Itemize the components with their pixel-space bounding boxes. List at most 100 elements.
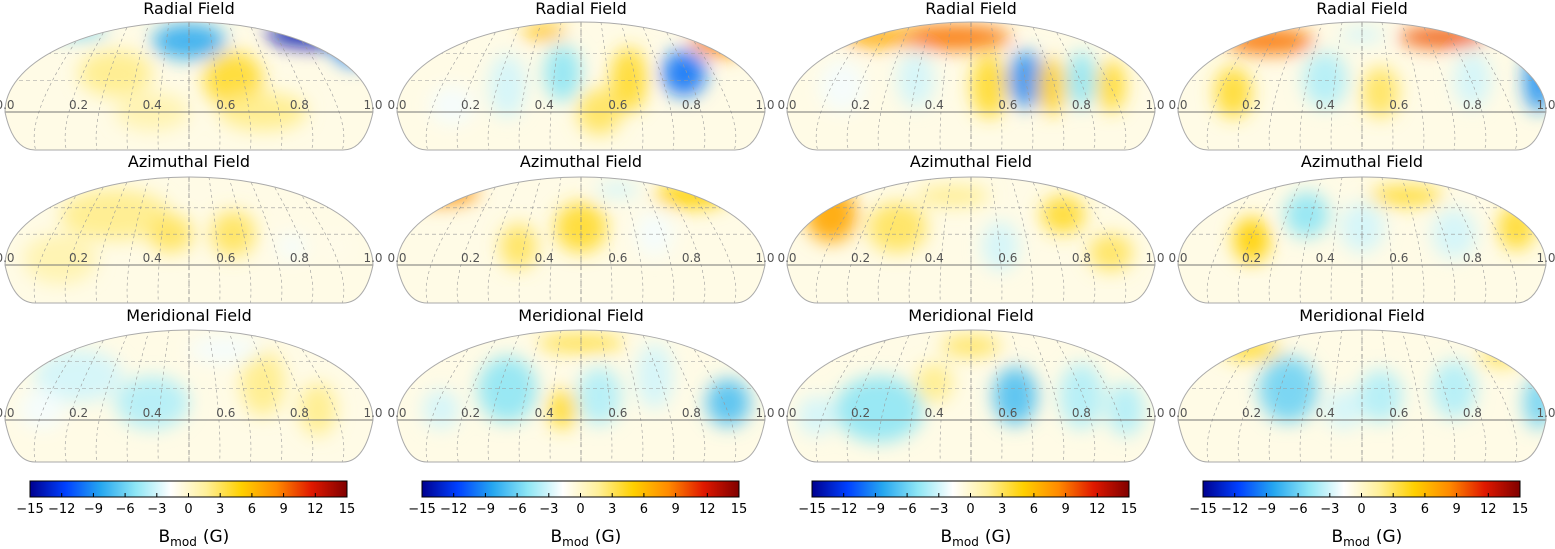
field-region [893,24,1012,51]
field-region [636,211,673,257]
meridian-line [640,22,675,150]
meridian-line [990,22,1003,150]
colorbar-tick-label: 3 [1389,502,1397,517]
meridian-line [228,330,252,462]
meridian-line [126,330,150,462]
panel-title: Azimuthal Field [910,152,1032,171]
meridian-line [877,330,912,462]
phase-label: 1.0 [363,406,382,420]
panel-title: Meridional Field [126,306,251,325]
meridian-line [640,330,675,462]
field-region [820,60,865,112]
meridian-line [1010,330,1034,462]
meridian-line [600,22,613,150]
field-region [915,185,990,206]
meridian-line [1050,22,1096,150]
phase-label: 0.8 [1072,251,1091,265]
meridian-line [1330,22,1343,150]
meridian-line [1030,177,1065,303]
phase-label: 0.4 [143,406,162,420]
field-region [489,54,526,118]
meridian-line [1299,22,1323,150]
field-region [1037,57,1067,115]
field-region [430,86,475,125]
field-region [78,50,153,97]
colorbar-tick-label: −9 [1257,502,1276,517]
phase-label: 1.0 [755,251,774,265]
field-region [1284,192,1329,238]
meridian-line [456,330,502,462]
panel-title: Radial Field [1316,0,1407,18]
map-outline [396,176,766,304]
map-outline [4,21,374,151]
meridian-line [620,22,644,150]
meridian-line [1330,330,1343,462]
field-map-panel: 0.0 0.2 0.4 0.6 0.8 1.0 Meridional Field [1168,306,1555,463]
field-map-panel: 0.0 0.2 0.4 0.6 0.8 1.0 Radial Field [0,0,383,151]
meridian-line [680,22,737,150]
phase-label: 0.4 [535,251,554,265]
meridian-line [1461,330,1518,462]
colorbar-tick-label: −9 [476,502,495,517]
map-outline [786,176,1156,304]
colorbar-tick-label: 9 [279,502,287,517]
field-region [422,389,460,430]
meridian-line [680,330,737,462]
meridian-line [228,177,252,303]
meridian-line [228,22,252,150]
colorbar-tick-label: 15 [1121,502,1138,517]
phase-label: 0.6 [608,251,627,265]
colorbar-tick-label: 9 [1061,502,1069,517]
field-region [1233,217,1270,263]
field-map-panel: 0.0 0.2 0.4 0.6 0.8 1.0 Meridional Field [777,306,1165,463]
meridian-line [1421,330,1456,462]
meridian-line [1030,22,1065,150]
field-region [321,233,351,259]
field-region [500,223,537,269]
meridian-line [1299,330,1323,462]
meridian-line [288,22,345,150]
meridian-line [268,330,314,462]
colorbar-tick-label: 0 [576,502,584,517]
meridian-line [126,177,150,303]
meridian-line [620,330,644,462]
field-region [941,335,1001,357]
phase-label: 0.4 [535,406,554,420]
field-map-panel: 0.0 0.2 0.4 0.6 0.8 1.0 Meridional Field [387,306,775,463]
field-region [1007,51,1045,108]
phase-label: 0.8 [1463,98,1482,112]
field-region [49,25,109,39]
colorbar-tick-label: −3 [1320,502,1339,517]
panel-title: Meridional Field [518,306,643,325]
field-region [661,50,707,97]
panel-title: Azimuthal Field [1301,152,1423,171]
field-region [798,396,835,436]
field-region [993,366,1038,426]
field-map-panel: 0.0 0.2 0.4 0.6 0.8 1.0 Azimuthal Field [1168,152,1555,304]
phase-label: 0.8 [682,98,701,112]
field-region [115,376,189,429]
phase-label: 1.0 [1536,406,1555,420]
meridian-line [1268,22,1303,150]
colorbar-label: Bmod (G) [551,527,622,549]
colorbar-tick-label: 15 [1512,502,1529,517]
phase-label: 0.6 [216,251,235,265]
colorbar-tick-label: −12 [1221,502,1248,517]
meridian-line [487,177,522,303]
meridian-line [600,330,613,462]
meridian-line [1441,177,1487,303]
phase-label: 0.2 [851,406,870,420]
panel-title: Radial Field [535,0,626,18]
panel-title: Radial Field [925,0,1016,18]
phase-label: 0.0 [1168,251,1187,265]
meridian-line [549,177,562,303]
field-region [1498,204,1535,251]
meridian-line [990,330,1003,462]
meridian-line [1237,177,1283,303]
meridian-line [846,22,892,150]
meridian-line [1206,330,1263,462]
field-region [1362,66,1399,118]
phase-label: 0.8 [290,251,309,265]
meridian-line [518,22,542,150]
meridian-line [33,22,90,150]
